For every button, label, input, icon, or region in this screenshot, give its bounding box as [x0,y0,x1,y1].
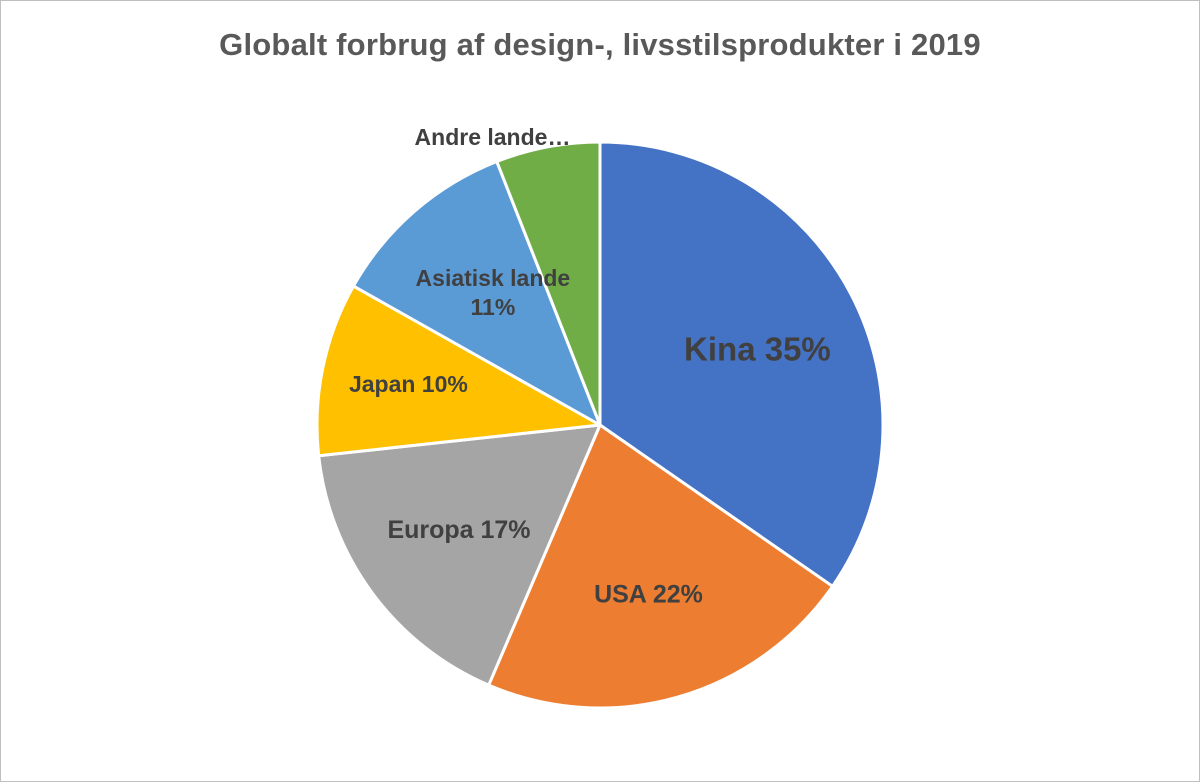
pie-slice-usa [487,423,835,710]
data-label-japan: Japan 10% [349,371,468,397]
data-label-europa: Europa 17% [387,516,530,544]
data-label-line: Andre lande… [415,124,571,150]
data-label-andre-lande: Andre lande… [415,124,571,150]
pie-slice-asiatisk-lande [351,159,602,427]
data-label-usa: USA 22% [594,580,703,608]
data-label-asiatisk-lande: Asiatisk lande 11% [416,265,571,320]
pie-labels: Kina 35% USA 22% Europa 17% Japan 10% Asiati… [349,124,831,608]
pie-slice-europa [317,423,602,687]
data-label-line: Europa 17% [387,516,530,544]
data-label-line: USA 22% [594,580,703,608]
data-label-line: 11% [471,294,516,320]
data-label-line: Asiatisk lande [416,265,571,291]
pie-slice-andre-lande [495,140,602,427]
pie-slices [315,140,885,710]
chart-title: Globalt forbrug af design-, livsstilspro… [219,27,981,62]
pie-slice-kina [598,140,885,588]
data-label-kina: Kina 35% [684,330,831,367]
data-label-line: Kina 35% [684,330,831,367]
pie-slice-japan [315,284,602,458]
data-label-line: Japan 10% [349,371,468,397]
